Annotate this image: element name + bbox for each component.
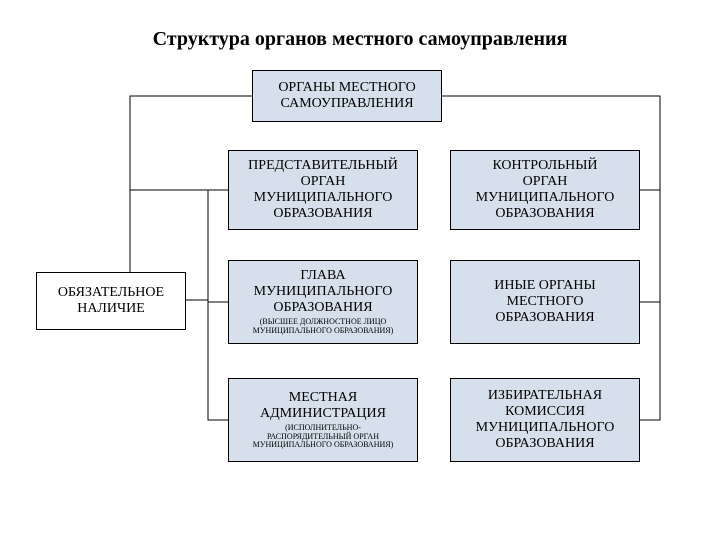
node-label: ИЗБИРАТЕЛЬНАЯКОМИССИЯМУНИЦИПАЛЬНОГООБРАЗ… bbox=[476, 388, 615, 452]
node-sublabel: (ВЫСШЕЕ ДОЛЖНОСТНОЕ ЛИЦОМУНИЦИПАЛЬНОГО О… bbox=[253, 318, 394, 336]
diagram-title: Структура органов местного самоуправлени… bbox=[0, 28, 720, 51]
node-control: КОНТРОЛЬНЫЙОРГАНМУНИЦИПАЛЬНОГООБРАЗОВАНИ… bbox=[450, 150, 640, 230]
node-label: ПРЕДСТАВИТЕЛЬНЫЙОРГАНМУНИЦИПАЛЬНОГООБРАЗ… bbox=[248, 158, 398, 222]
node-label: ИНЫЕ ОРГАНЫМЕСТНОГООБРАЗОВАНИЯ bbox=[494, 278, 595, 326]
node-label: ГЛАВАМУНИЦИПАЛЬНОГООБРАЗОВАНИЯ bbox=[254, 268, 393, 316]
node-label: МЕСТНАЯАДМИНИСТРАЦИЯ bbox=[260, 390, 386, 422]
node-administration: МЕСТНАЯАДМИНИСТРАЦИЯ(ИСПОЛНИТЕЛЬНО-РАСПО… bbox=[228, 378, 418, 462]
node-label: ОРГАНЫ МЕСТНОГОСАМОУПРАВЛЕНИЯ bbox=[278, 80, 415, 112]
node-label: КОНТРОЛЬНЫЙОРГАНМУНИЦИПАЛЬНОГООБРАЗОВАНИ… bbox=[476, 158, 615, 222]
node-other: ИНЫЕ ОРГАНЫМЕСТНОГООБРАЗОВАНИЯ bbox=[450, 260, 640, 344]
node-root: ОРГАНЫ МЕСТНОГОСАМОУПРАВЛЕНИЯ bbox=[252, 70, 442, 122]
node-election: ИЗБИРАТЕЛЬНАЯКОМИССИЯМУНИЦИПАЛЬНОГООБРАЗ… bbox=[450, 378, 640, 462]
node-label: ОБЯЗАТЕЛЬНОЕНАЛИЧИЕ bbox=[58, 285, 164, 317]
node-head: ГЛАВАМУНИЦИПАЛЬНОГООБРАЗОВАНИЯ (ВЫСШЕЕ ДО… bbox=[228, 260, 418, 344]
node-representative: ПРЕДСТАВИТЕЛЬНЫЙОРГАНМУНИЦИПАЛЬНОГООБРАЗ… bbox=[228, 150, 418, 230]
node-mandatory: ОБЯЗАТЕЛЬНОЕНАЛИЧИЕ bbox=[36, 272, 186, 330]
node-sublabel: (ИСПОЛНИТЕЛЬНО-РАСПОРЯДИТЕЛЬНЫЙ ОРГАНМУН… bbox=[253, 424, 394, 450]
